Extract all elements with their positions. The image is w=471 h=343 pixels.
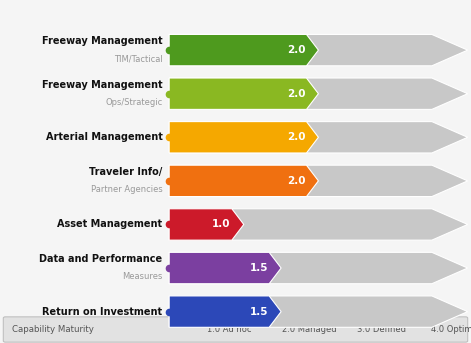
- Text: 3.0 Defined: 3.0 Defined: [357, 325, 406, 334]
- Text: Capability Maturity: Capability Maturity: [12, 325, 94, 334]
- Polygon shape: [169, 34, 468, 66]
- Polygon shape: [169, 296, 281, 327]
- Text: TIM/Tactical: TIM/Tactical: [114, 54, 162, 63]
- Polygon shape: [169, 34, 318, 66]
- Polygon shape: [169, 78, 468, 109]
- Text: 2.0: 2.0: [287, 132, 305, 142]
- Text: 1.0 Ad hoc: 1.0 Ad hoc: [207, 325, 252, 334]
- Polygon shape: [169, 122, 318, 153]
- Text: 1.5: 1.5: [250, 307, 268, 317]
- Text: 2.0 Managed: 2.0 Managed: [282, 325, 337, 334]
- Polygon shape: [169, 252, 281, 284]
- Text: Freeway Management: Freeway Management: [42, 80, 162, 90]
- Polygon shape: [169, 122, 468, 153]
- Text: 1.0: 1.0: [212, 220, 231, 229]
- Text: Asset Management: Asset Management: [57, 220, 162, 229]
- Polygon shape: [169, 252, 468, 284]
- Text: 2.0: 2.0: [287, 45, 305, 55]
- Text: Ops/Strategic: Ops/Strategic: [106, 98, 162, 107]
- FancyBboxPatch shape: [3, 317, 468, 342]
- Polygon shape: [169, 209, 244, 240]
- Text: Traveler Info/: Traveler Info/: [89, 167, 162, 177]
- Text: Freeway Management: Freeway Management: [42, 36, 162, 46]
- Text: 2.0: 2.0: [287, 176, 305, 186]
- Polygon shape: [169, 209, 468, 240]
- Text: Measures: Measures: [122, 272, 162, 281]
- Polygon shape: [169, 78, 318, 109]
- Polygon shape: [169, 296, 468, 327]
- Text: 1.5: 1.5: [250, 263, 268, 273]
- Text: 2.0: 2.0: [287, 89, 305, 99]
- Text: Partner Agencies: Partner Agencies: [91, 185, 162, 194]
- Text: Arterial Management: Arterial Management: [46, 132, 162, 142]
- Polygon shape: [169, 165, 468, 197]
- Text: Return on Investment: Return on Investment: [42, 307, 162, 317]
- Text: Data and Performance: Data and Performance: [40, 254, 162, 264]
- Polygon shape: [169, 165, 318, 197]
- Text: 4.0 Optimized: 4.0 Optimized: [431, 325, 471, 334]
